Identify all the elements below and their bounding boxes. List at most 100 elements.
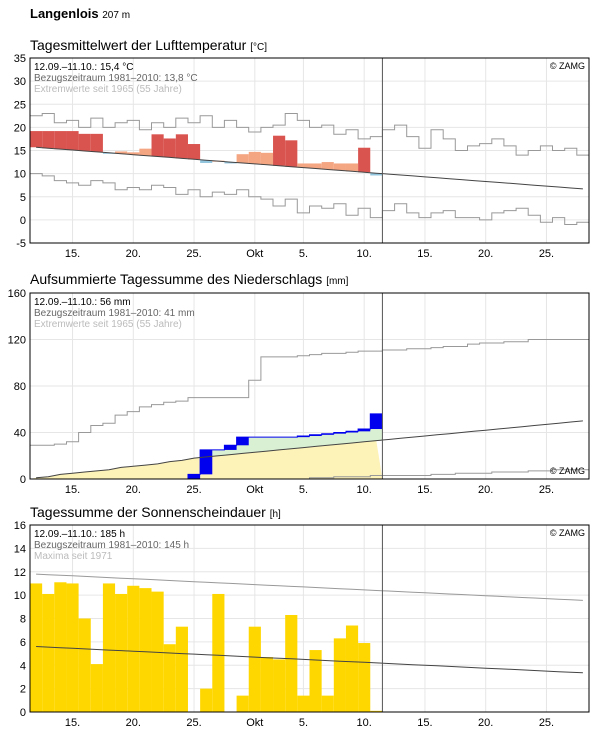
legend-line-1: Bezugszeitraum 1981–2010: 13,8 °C <box>34 73 198 84</box>
temperature-bar <box>78 133 91 151</box>
station-header: Langenlois 207 m <box>30 6 130 21</box>
sunshine-bar <box>54 582 67 712</box>
x-tick-label: 25. <box>186 248 201 260</box>
y-tick-label: 10 <box>14 590 26 602</box>
legend-line-2: Extremwerte seit 1965 (55 Jahre) <box>34 84 182 95</box>
sunshine-bar <box>90 664 103 712</box>
watermark: © ZAMG <box>550 528 585 538</box>
temperature-bar <box>66 131 79 151</box>
temperature-bar <box>42 131 55 149</box>
temperature-bar <box>370 173 383 176</box>
precipitation-bar <box>321 433 334 435</box>
panel-1: 0 40 80 120 160 15. 20. 25. Okt 5. 10. 15. 20. 25. 12.… <box>8 288 590 496</box>
y-tick-label: 80 <box>14 381 26 393</box>
station-altitude: 207 m <box>102 10 131 21</box>
sunshine-bar <box>139 588 152 712</box>
y-tick-label: 0 <box>20 215 26 227</box>
sunshine-bar <box>200 688 213 712</box>
sunshine-bar <box>333 638 346 712</box>
watermark: © ZAMG <box>550 466 585 476</box>
temperature-bar <box>321 162 334 170</box>
x-tick-label: 10. <box>357 248 372 260</box>
x-tick-label: 20. <box>126 248 141 260</box>
temperature-bar <box>90 133 103 152</box>
precipitation-bar <box>187 474 201 479</box>
y-tick-label: 120 <box>8 335 26 347</box>
plot-frame <box>29 292 590 480</box>
x-tick-label: 10. <box>357 484 372 496</box>
maxima-line <box>36 573 583 601</box>
y-tick-label: 160 <box>8 288 26 300</box>
plot-frame <box>29 524 590 713</box>
precipitation-bar <box>236 437 249 446</box>
y-tick-label: 0 <box>20 707 26 719</box>
temperature-bar <box>345 163 359 172</box>
temperature-title-text: Tagesmittelwert der Lufttemperatur <box>30 37 247 53</box>
sunshine-bar <box>30 583 43 712</box>
y-tick-label: 16 <box>14 520 26 532</box>
precipitation-bar <box>200 449 213 475</box>
precipitation-bar <box>370 413 383 430</box>
legend-line-0: 12.09.–11.10.: 185 h <box>34 529 125 540</box>
sunshine-panel-title: Tagessumme der Sonnenscheindauer [h] <box>30 504 281 520</box>
legend-line-2: Extremwerte seit 1965 (55 Jahre) <box>34 319 182 330</box>
x-tick-label: 20. <box>478 248 493 260</box>
sunshine-bar <box>248 626 261 712</box>
y-tick-label: 20 <box>14 122 26 134</box>
normal-hours-line <box>36 646 583 674</box>
y-tick-label: 35 <box>14 53 26 65</box>
legend-line-0: 12.09.–11.10.: 15,4 °C <box>34 62 133 73</box>
temperature-bar <box>260 152 274 165</box>
sunshine-bar <box>151 591 164 712</box>
station-name: Langenlois <box>30 6 99 21</box>
temperature-bar <box>115 151 128 154</box>
y-tick-label: 12 <box>14 567 26 579</box>
legend-line-1: Bezugszeitraum 1981–2010: 41 mm <box>34 308 195 319</box>
x-tick-label: 25. <box>186 717 201 729</box>
y-tick-label: 4 <box>20 660 26 672</box>
x-tick-label: 5. <box>299 484 308 496</box>
precipitation-bar <box>358 429 371 432</box>
temperature-bar <box>224 162 237 164</box>
sunshine-bar <box>345 625 359 712</box>
sunshine-unit: [h] <box>269 509 281 520</box>
temperature-bar <box>200 160 213 163</box>
precipitation-bar <box>345 431 359 433</box>
extreme-max-line <box>30 339 589 446</box>
y-tick-label: 14 <box>14 543 26 555</box>
precipitation-bar <box>297 435 310 438</box>
sunshine-bar <box>297 695 310 712</box>
x-tick-label: Okt <box>246 484 263 496</box>
sunshine-bar <box>321 695 334 712</box>
legend-line-0: 12.09.–11.10.: 56 mm <box>34 297 131 308</box>
sunshine-bar <box>102 583 116 712</box>
panel-0: -5 0 5 10 15 20 25 30 35 15. 20. 25. Okt 5. 10. 15. 20. 2… <box>14 53 590 260</box>
x-tick-label: 25. <box>539 484 554 496</box>
sunshine-bar <box>175 626 188 712</box>
y-tick-label: 2 <box>20 684 26 696</box>
temperature-bar <box>309 163 322 169</box>
y-tick-label: -5 <box>16 238 26 250</box>
sunshine-bar <box>358 643 371 712</box>
y-tick-label: 15 <box>14 146 26 158</box>
temperature-bar <box>358 147 371 173</box>
x-tick-label: 15. <box>417 717 432 729</box>
x-tick-label: 10. <box>357 717 372 729</box>
x-tick-label: 20. <box>478 484 493 496</box>
temperature-bar <box>30 131 43 148</box>
normal-cumulative-line <box>36 420 583 479</box>
temperature-panel-title: Tagesmittelwert der Lufttemperatur [°C] <box>30 37 267 53</box>
sunshine-bar <box>212 593 225 712</box>
legend-line-2: Maxima seit 1971 <box>34 551 113 562</box>
x-tick-label: 20. <box>126 717 141 729</box>
precipitation-title-text: Aufsummierte Tagessumme des Niederschlag… <box>30 271 323 287</box>
x-tick-label: 15. <box>417 484 432 496</box>
precipitation-bar <box>333 432 346 434</box>
temperature-bar <box>139 148 152 156</box>
temperature-bar <box>187 144 201 160</box>
x-tick-label: 15. <box>65 484 80 496</box>
x-tick-label: 15. <box>65 717 80 729</box>
temperature-bar <box>175 134 188 159</box>
y-tick-label: 25 <box>14 99 26 111</box>
